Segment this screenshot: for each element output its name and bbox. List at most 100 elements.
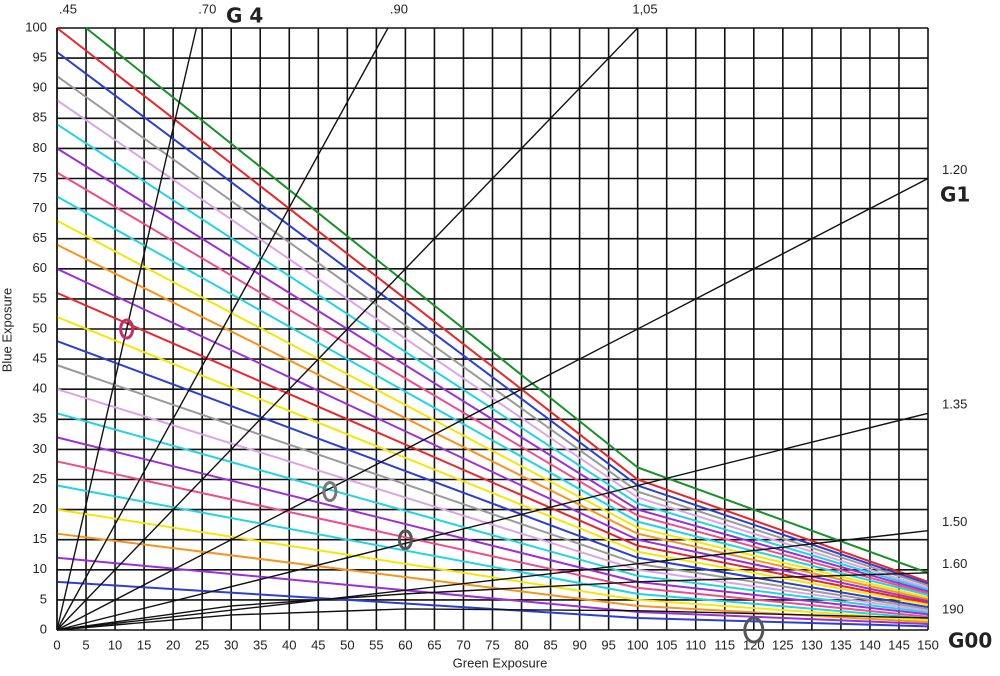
- x-tick-label: 120: [743, 637, 765, 652]
- iso-line: [56, 316, 929, 606]
- x-tick-label: 15: [137, 637, 151, 652]
- iso-line: [56, 123, 929, 591]
- ray-label: 1.35: [942, 397, 967, 412]
- ray-line: [56, 608, 929, 631]
- y-tick-label: 100: [25, 19, 47, 34]
- x-tick-label: 0: [53, 637, 60, 652]
- iso-line: [56, 484, 929, 620]
- x-tick-label: 35: [253, 637, 267, 652]
- iso-line: [56, 75, 929, 587]
- x-tick-label: 20: [166, 637, 180, 652]
- ray-label: .45: [59, 1, 77, 16]
- iso-line: [56, 243, 929, 601]
- x-tick-label: 90: [572, 637, 586, 652]
- x-tick-label: 45: [311, 637, 325, 652]
- y-tick-label: 65: [33, 230, 47, 245]
- ray-label: 1,05: [632, 1, 657, 16]
- y-tick-label: 10: [33, 561, 47, 576]
- x-tick-label: 150: [917, 637, 939, 652]
- iso-line: [56, 340, 929, 609]
- x-tick-label: 60: [398, 637, 412, 652]
- x-tick-label: 125: [772, 637, 794, 652]
- iso-line: [56, 291, 929, 604]
- iso-line: [56, 388, 929, 612]
- annotation: G 4: [226, 4, 263, 28]
- ray-line: [56, 572, 929, 631]
- iso-line: [56, 580, 929, 628]
- ray-line: [56, 27, 389, 631]
- y-tick-label: 5: [40, 591, 47, 606]
- iso-line: [56, 195, 929, 597]
- iso-line: [85, 27, 929, 574]
- iso-line: [56, 147, 929, 593]
- ray-label: 1.50: [942, 514, 967, 529]
- iso-line: [56, 556, 929, 625]
- ray-label: .70: [198, 1, 216, 16]
- ray-line: [56, 177, 929, 631]
- y-tick-label: 15: [33, 531, 47, 546]
- ray-label: .90: [390, 1, 408, 16]
- x-tick-label: 80: [514, 637, 528, 652]
- y-tick-label: 90: [33, 80, 47, 95]
- iso-line: [56, 460, 929, 618]
- y-tick-label: 55: [33, 290, 47, 305]
- y-tick-label: 20: [33, 501, 47, 516]
- x-tick-label: 95: [601, 637, 615, 652]
- x-tick-label: 5: [82, 637, 89, 652]
- marker: [743, 616, 765, 644]
- iso-line: [56, 27, 929, 583]
- y-tick-label: 75: [33, 170, 47, 185]
- ray-label: 1.60: [942, 556, 967, 571]
- y-tick-label: 25: [33, 471, 47, 486]
- ray-label: 1.20: [942, 162, 967, 177]
- ray-label: 190: [942, 601, 964, 616]
- y-tick-label: 45: [33, 351, 47, 366]
- iso-line: [56, 508, 929, 622]
- y-tick-label: 40: [33, 381, 47, 396]
- iso-line: [56, 171, 929, 595]
- x-tick-label: 100: [627, 637, 649, 652]
- x-tick-label: 75: [485, 637, 499, 652]
- annotation: G1: [940, 183, 970, 207]
- x-tick-label: 25: [195, 637, 209, 652]
- x-axis-label: Green Exposure: [453, 655, 548, 670]
- iso-line: [56, 532, 929, 624]
- y-tick-label: 60: [33, 260, 47, 275]
- y-tick-label: 35: [33, 411, 47, 426]
- ray-line: [56, 27, 639, 631]
- x-tick-label: 50: [340, 637, 354, 652]
- ray-line: [56, 529, 929, 631]
- x-tick-label: 105: [656, 637, 678, 652]
- x-tick-label: 40: [282, 637, 296, 652]
- iso-line: [56, 219, 929, 599]
- y-tick-label: 70: [33, 200, 47, 215]
- x-tick-label: 135: [830, 637, 852, 652]
- x-tick-label: 70: [456, 637, 470, 652]
- ray-line: [56, 27, 198, 631]
- y-tick-label: 95: [33, 50, 47, 65]
- x-tick-label: 30: [224, 637, 238, 652]
- marker: [119, 318, 135, 340]
- x-tick-label: 85: [543, 637, 557, 652]
- x-tick-label: 10: [108, 637, 122, 652]
- y-tick-label: 85: [33, 110, 47, 125]
- annotation: G00: [948, 629, 992, 653]
- iso-line: [56, 267, 929, 603]
- y-axis-label: Blue Exposure: [0, 288, 14, 373]
- x-tick-label: 65: [427, 637, 441, 652]
- y-tick-label: 80: [33, 140, 47, 155]
- x-tick-label: 140: [859, 637, 881, 652]
- x-tick-label: 115: [714, 637, 735, 652]
- x-tick-label: 145: [888, 637, 910, 652]
- y-tick-label: 0: [40, 621, 47, 636]
- iso-line: [56, 412, 929, 614]
- x-tick-label: 130: [801, 637, 823, 652]
- iso-line: [56, 99, 929, 589]
- x-tick-label: 110: [685, 637, 706, 652]
- y-tick-label: 50: [33, 320, 47, 335]
- ray-line: [56, 412, 929, 631]
- marker: [322, 481, 338, 503]
- x-tick-label: 55: [369, 637, 383, 652]
- marker: [397, 529, 413, 551]
